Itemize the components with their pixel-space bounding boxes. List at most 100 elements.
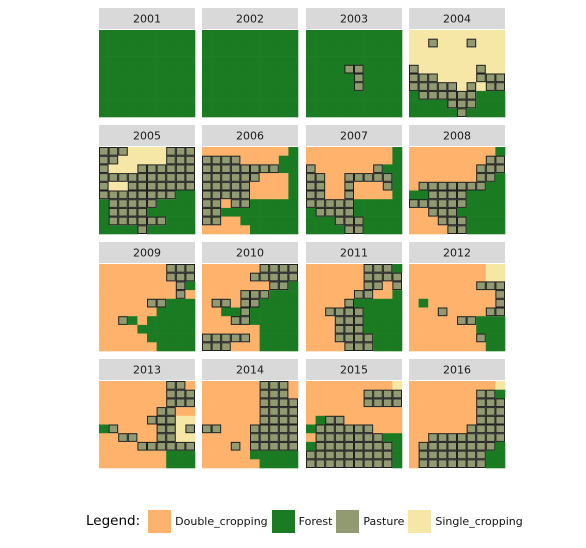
cell-pasture bbox=[230, 190, 241, 200]
cell-double-cropping bbox=[315, 407, 326, 417]
cell-double-cropping bbox=[230, 264, 241, 273]
cell-pasture bbox=[485, 389, 496, 399]
cell-pasture bbox=[354, 173, 364, 182]
cell-pasture bbox=[137, 207, 147, 217]
cell-forest bbox=[259, 82, 270, 92]
cell-double-cropping bbox=[428, 173, 439, 183]
cell-pasture bbox=[221, 181, 231, 191]
cell-double-cropping bbox=[221, 272, 232, 282]
cell-pasture bbox=[166, 181, 176, 191]
cell-forest bbox=[202, 38, 212, 48]
cell-single-cropping bbox=[457, 38, 467, 48]
cell-forest bbox=[147, 207, 157, 217]
cell-double-cropping bbox=[437, 333, 448, 343]
cell-forest bbox=[250, 64, 260, 74]
cell-pasture bbox=[108, 173, 119, 182]
cell-forest bbox=[221, 38, 232, 48]
cell-pasture bbox=[147, 190, 157, 200]
cell-forest bbox=[175, 64, 186, 74]
cell-double-cropping bbox=[315, 398, 326, 408]
cell-double-cropping bbox=[118, 450, 129, 460]
cell-double-cropping bbox=[325, 333, 336, 343]
cell-single-cropping bbox=[137, 155, 148, 165]
cell-single-cropping bbox=[428, 30, 439, 39]
cell-pasture bbox=[325, 207, 335, 217]
cell-pasture bbox=[382, 389, 393, 399]
cell-pasture bbox=[269, 264, 279, 273]
cell-double-cropping bbox=[466, 389, 477, 399]
cell-forest bbox=[211, 99, 222, 109]
cell-pasture bbox=[166, 272, 176, 282]
cell-double-cropping bbox=[334, 290, 345, 300]
cell-double-cropping bbox=[428, 216, 439, 226]
cell-double-cropping bbox=[156, 389, 167, 399]
cell-pasture bbox=[147, 415, 157, 425]
cell-double-cropping bbox=[447, 264, 458, 273]
cell-forest bbox=[382, 108, 393, 118]
cell-forest bbox=[147, 99, 157, 109]
cell-forest bbox=[250, 82, 260, 92]
cell-forest bbox=[259, 216, 270, 226]
cell-single-cropping bbox=[485, 38, 496, 48]
cell-forest bbox=[166, 207, 177, 217]
cell-forest bbox=[476, 207, 487, 217]
cell-forest bbox=[166, 450, 177, 460]
cell-forest bbox=[315, 56, 326, 66]
cell-pasture bbox=[437, 307, 448, 317]
cell-pasture bbox=[334, 199, 345, 208]
cell-double-cropping bbox=[230, 324, 241, 334]
cell-double-cropping bbox=[409, 389, 419, 399]
cell-pasture bbox=[269, 407, 279, 416]
cell-pasture bbox=[315, 190, 326, 200]
cell-double-cropping bbox=[437, 298, 448, 308]
cell-forest bbox=[392, 108, 403, 118]
cell-forest bbox=[278, 333, 289, 343]
cell-double-cropping bbox=[211, 381, 222, 390]
cell-pasture bbox=[259, 407, 270, 416]
cell-double-cropping bbox=[344, 381, 355, 390]
cell-pasture bbox=[99, 190, 109, 200]
cell-double-cropping bbox=[437, 316, 448, 326]
cell-pasture bbox=[363, 450, 374, 460]
cell-double-cropping bbox=[137, 407, 148, 417]
cell-forest bbox=[288, 450, 299, 460]
cell-pasture bbox=[344, 216, 354, 226]
cell-pasture bbox=[211, 424, 222, 434]
cell-double-cropping bbox=[363, 155, 374, 165]
cell-double-cropping bbox=[373, 190, 384, 200]
cell-forest bbox=[269, 64, 280, 74]
cell-pasture bbox=[288, 264, 298, 273]
cell-forest bbox=[278, 56, 289, 66]
cell-pasture bbox=[466, 181, 477, 191]
cell-forest bbox=[166, 225, 177, 235]
cell-pasture bbox=[344, 181, 354, 191]
cell-forest bbox=[278, 342, 289, 352]
cell-forest bbox=[325, 99, 336, 109]
cell-double-cropping bbox=[466, 307, 477, 317]
cell-double-cropping bbox=[325, 342, 336, 352]
cell-forest bbox=[485, 333, 496, 343]
cell-pasture bbox=[476, 64, 486, 74]
cell-double-cropping bbox=[118, 272, 129, 282]
cell-double-cropping bbox=[137, 298, 148, 308]
cell-pasture bbox=[185, 181, 195, 191]
cell-forest bbox=[137, 64, 148, 74]
panel-strip bbox=[99, 125, 195, 146]
cell-double-cropping bbox=[409, 181, 419, 191]
cell-double-cropping bbox=[211, 147, 222, 156]
cell-pasture bbox=[230, 333, 241, 343]
cell-single-cropping bbox=[428, 56, 439, 66]
cell-double-cropping bbox=[476, 155, 487, 165]
cell-double-cropping bbox=[221, 199, 232, 209]
cell-forest bbox=[240, 90, 251, 100]
cell-forest bbox=[118, 99, 129, 109]
cell-double-cropping bbox=[457, 281, 467, 291]
cell-forest bbox=[202, 90, 212, 100]
cell-forest bbox=[382, 225, 393, 235]
panel-2015: 2015 bbox=[306, 359, 403, 469]
cell-forest bbox=[485, 216, 496, 226]
cell-pasture bbox=[156, 190, 167, 200]
cell-pasture bbox=[382, 173, 393, 182]
cell-double-cropping bbox=[127, 281, 138, 291]
cell-forest bbox=[202, 99, 212, 109]
